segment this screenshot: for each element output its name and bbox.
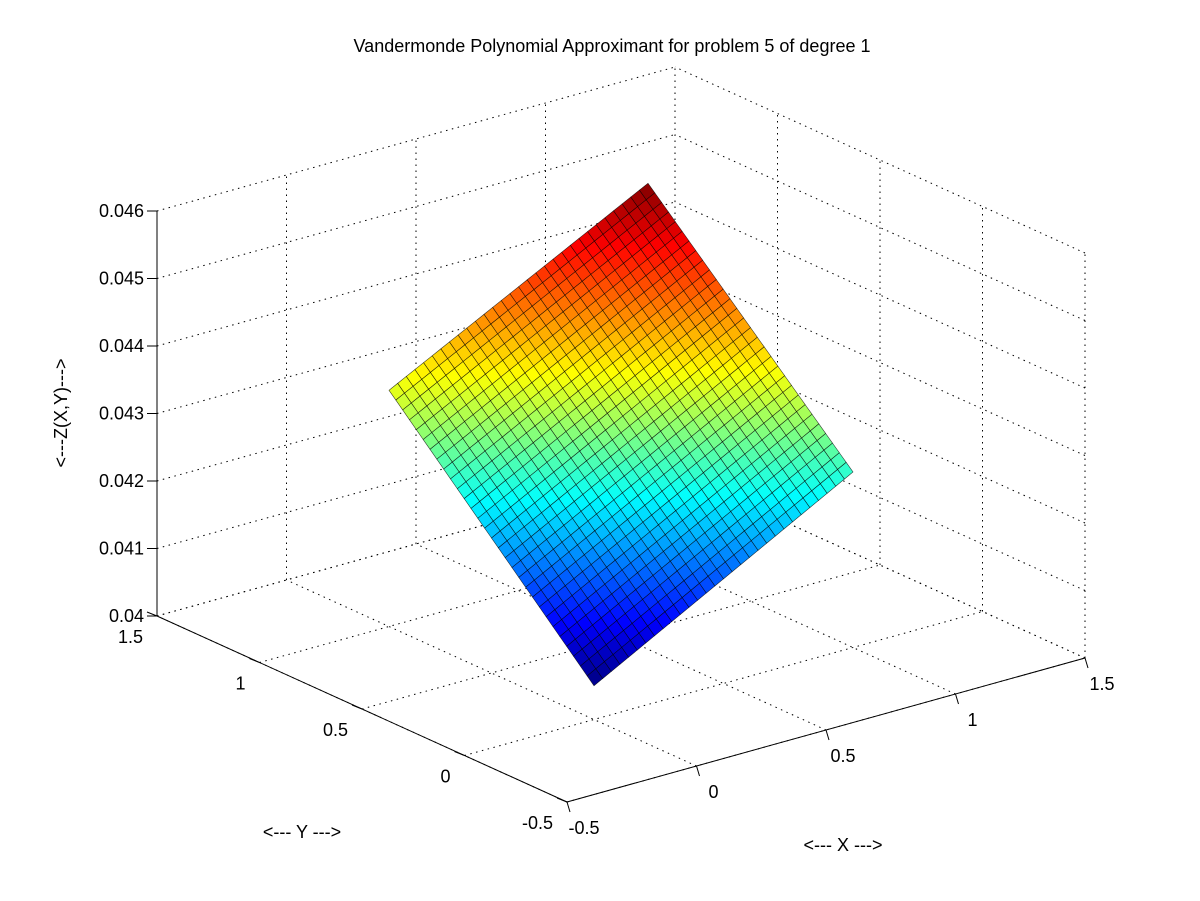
tick-labels: -0.500.511.5-0.500.511.50.040.0410.0420.… (99, 201, 1115, 838)
y-tick-label: 0.5 (323, 720, 348, 740)
z-tick-label: 0.042 (99, 471, 144, 491)
y-tick (249, 658, 260, 663)
z-tick-label: 0.043 (99, 404, 144, 424)
y-tick (454, 751, 465, 756)
x-tick (1084, 657, 1089, 669)
x-axis-label: <--- X ---> (804, 835, 883, 855)
x-tick (696, 765, 700, 777)
x-tick-label: 1.5 (1089, 674, 1114, 694)
y-tick (351, 704, 363, 710)
y-axis-label: <--- Y ---> (263, 822, 341, 842)
chart-title: Vandermonde Polynomial Approximant for p… (354, 36, 871, 56)
y-tick-label: 0 (440, 767, 450, 787)
y-tick (556, 797, 568, 803)
x-tick-label: 0.5 (830, 746, 855, 766)
axes (146, 210, 1089, 813)
z-tick-label: 0.046 (99, 201, 144, 221)
z-axis-label: <---Z(X,Y)---> (51, 359, 71, 468)
y-tick (146, 611, 158, 617)
z-tick-label: 0.04 (109, 606, 144, 626)
x-tick-label: 0 (708, 782, 718, 802)
z-tick-label: 0.041 (99, 539, 144, 559)
grid-line-floor-y (464, 611, 983, 756)
surface-cell (586, 668, 604, 687)
surface (388, 182, 854, 687)
x-tick-label: -0.5 (568, 818, 599, 838)
y-tick-label: -0.5 (522, 813, 553, 833)
y-tick-label: 1.5 (118, 627, 143, 647)
x-tick-label: 1 (967, 710, 977, 730)
x-tick (955, 693, 959, 705)
z-tick-label: 0.045 (99, 269, 144, 289)
z-tick-label: 0.044 (99, 336, 144, 356)
grid-line-side-z (674, 66, 1086, 254)
x-tick (566, 801, 571, 813)
y-tick-label: 1 (235, 674, 245, 694)
x-tick (825, 729, 830, 741)
